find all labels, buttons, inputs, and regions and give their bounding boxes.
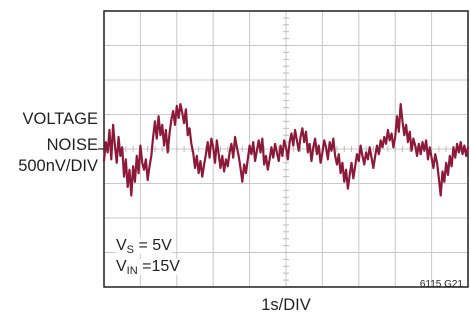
x-axis-label: 1s/DIV bbox=[261, 296, 311, 314]
condition-vs-subscript: S bbox=[126, 244, 135, 256]
y-axis-label-line-2: NOISE bbox=[46, 136, 98, 154]
noise-trace-series-0 bbox=[102, 103, 470, 197]
condition-supply-voltage: VS = 5V bbox=[116, 237, 172, 256]
condition-vin-value: =15V bbox=[137, 258, 180, 275]
y-axis-label-line-1: VOLTAGE bbox=[22, 110, 99, 128]
condition-vs-symbol: V bbox=[116, 237, 127, 254]
figure-id: 6115 G21 bbox=[419, 279, 463, 290]
trace-layer bbox=[102, 103, 470, 197]
condition-vs-value: = 5V bbox=[134, 237, 172, 254]
condition-input-voltage: VIN =15V bbox=[116, 258, 180, 277]
condition-vin-symbol: V bbox=[116, 258, 127, 275]
condition-vin-subscript: IN bbox=[126, 265, 138, 277]
y-axis-label-line-3: 500nV/DIV bbox=[18, 157, 98, 175]
